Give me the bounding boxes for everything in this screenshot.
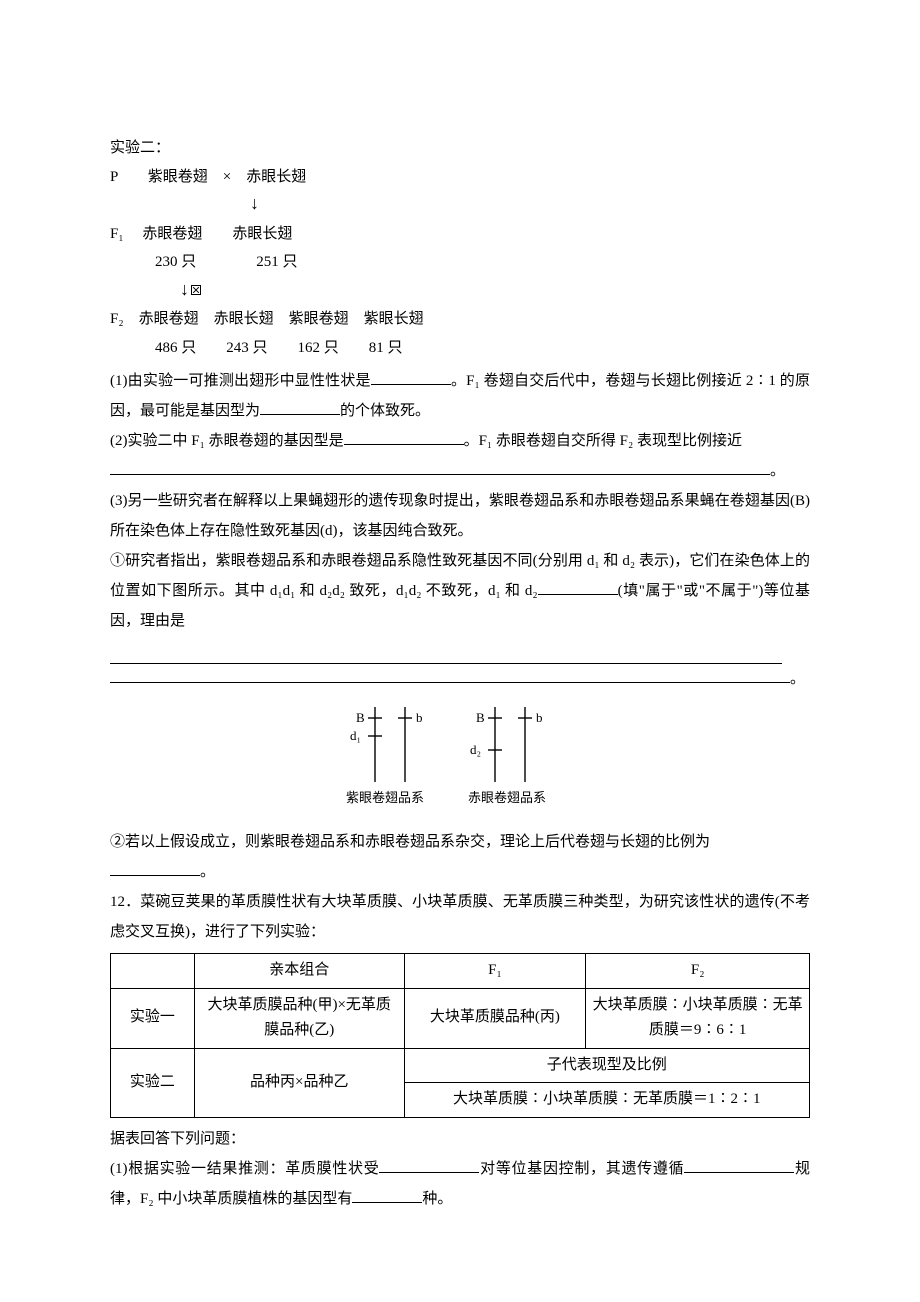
blank xyxy=(371,370,451,385)
question-3-sub2-blank: 。 xyxy=(110,857,810,887)
exp2-p-line: P 紫眼卷翅 × 赤眼长翅 xyxy=(110,163,810,192)
q12-q1a: (1)根据实验一结果推测：革质膜性状受 xyxy=(110,1161,379,1177)
q2-prefix: (2)实验二中 F₁ 赤眼卷翅的基因型是 xyxy=(110,433,344,449)
q12-q1d: 种。 xyxy=(422,1191,452,1207)
self-cross-icon xyxy=(191,285,201,295)
question-12-intro: 12．菜碗豆荚果的革质膜性状有大块革质膜、小块革质膜、无革质膜三种类型，为研究该… xyxy=(110,887,810,947)
q12-after: 据表回答下列问题： xyxy=(110,1124,810,1154)
svg-text:紫眼卷翅品系: 紫眼卷翅品系 xyxy=(346,790,424,805)
row2-parent: 品种丙×品种乙 xyxy=(194,1048,404,1117)
table-row: 亲本组合 F₁ F₂ xyxy=(111,954,810,989)
row2-subvalue: 大块革质膜∶小块革质膜∶无革质膜＝1∶2∶1 xyxy=(404,1083,809,1118)
q1-prefix: (1)由实验一可推测出翅形中显性性状是 xyxy=(110,373,371,389)
q12-q1b: 对等位基因控制，其遗传遵循 xyxy=(479,1161,684,1177)
blank-line xyxy=(110,640,782,664)
blank xyxy=(110,460,770,475)
q2-mid: 。F₁ 赤眼卷翅自交所得 F₂ 表现型比例接近 xyxy=(464,433,742,449)
blank xyxy=(379,1158,479,1173)
table-row: 实验一 大块革质膜品种(甲)×无革质膜品种(乙) 大块革质膜品种(丙) 大块革质… xyxy=(111,988,810,1048)
exp2-f2-line: F₂ 赤眼卷翅 赤眼长翅 紫眼卷翅 紫眼长翅 xyxy=(110,305,810,334)
question-3-intro: (3)另一些研究者在解释以上果蝇翅形的遗传现象时提出，紫眼卷翅品系和赤眼卷翅品系… xyxy=(110,486,810,546)
svg-text:d₁: d₁ xyxy=(350,728,361,743)
question-2-line2: 。 xyxy=(110,456,810,486)
question-2: (2)实验二中 F₁ 赤眼卷翅的基因型是 。F₁ 赤眼卷翅自交所得 F₂ 表现型比… xyxy=(110,426,810,456)
row1-f1: 大块革质膜品种(丙) xyxy=(404,988,586,1048)
blank xyxy=(344,430,464,445)
svg-text:B: B xyxy=(356,710,365,725)
question-3-sub1: ①研究者指出，紫眼卷翅品系和赤眼卷翅品系隐性致死基因不同(分别用 d₁ 和 d₂… xyxy=(110,546,810,636)
col-f2: F₂ xyxy=(586,954,810,989)
question-1: (1)由实验一可推测出翅形中显性性状是。F₁ 卷翅自交后代中，卷翅与长翅比例接近… xyxy=(110,366,810,426)
exp2-f1-line: F₁ 赤眼卷翅 赤眼长翅 xyxy=(110,220,810,249)
svg-text:赤眼卷翅品系: 赤眼卷翅品系 xyxy=(468,790,546,805)
exp2-title: 实验二： xyxy=(110,134,810,163)
arrow-down-icon: ↓ xyxy=(110,194,259,212)
question-3-sub2: ②若以上假设成立，则紫眼卷翅品系和赤眼卷翅品系杂交，理论上后代卷翅与长翅的比例为 xyxy=(110,827,810,857)
row1-label: 实验一 xyxy=(111,988,195,1048)
q2-suffix: 。 xyxy=(770,463,785,479)
svg-text:B: B xyxy=(476,710,485,725)
q3-sub2a: ②若以上假设成立，则紫眼卷翅品系和赤眼卷翅品系杂交，理论上后代卷翅与长翅的比例为 xyxy=(110,834,710,850)
chromosome-svg: B b d₁ B b d₂ 紫眼卷翅品系 赤眼卷翅品系 xyxy=(320,702,600,812)
blank xyxy=(684,1158,794,1173)
experiment-table: 亲本组合 F₁ F₂ 实验一 大块革质膜品种(甲)×无革质膜品种(乙) 大块革质… xyxy=(110,953,810,1118)
row1-parent: 大块革质膜品种(甲)×无革质膜品种(乙) xyxy=(194,988,404,1048)
row2-label: 实验二 xyxy=(111,1048,195,1117)
blank xyxy=(352,1188,422,1203)
experiment-2-diagram: 实验二： P 紫眼卷翅 × 赤眼长翅 ↓ F₁ 赤眼卷翅 赤眼长翅 230 只 … xyxy=(110,134,810,362)
q1-suffix: 的个体致死。 xyxy=(340,403,430,419)
question-3-blank2: 。 xyxy=(110,664,810,694)
blank xyxy=(260,400,340,415)
page: 实验二： P 紫眼卷翅 × 赤眼长翅 ↓ F₁ 赤眼卷翅 赤眼长翅 230 只 … xyxy=(0,0,920,1274)
chromosome-figure: B b d₁ B b d₂ 紫眼卷翅品系 赤眼卷翅品系 xyxy=(110,702,810,823)
blank xyxy=(110,861,200,876)
q3-sub2b: 。 xyxy=(200,864,215,880)
row1-f2: 大块革质膜∶小块革质膜∶无革质膜＝9∶6∶1 xyxy=(586,988,810,1048)
arrow-down-icon: ↓ xyxy=(110,280,189,298)
period: 。 xyxy=(790,671,805,687)
exp2-f2-counts: 486 只 243 只 162 只 81 只 xyxy=(110,334,810,363)
svg-text:b: b xyxy=(536,710,543,725)
col-parent: 亲本组合 xyxy=(194,954,404,989)
row2-subheader: 子代表现型及比例 xyxy=(404,1048,809,1083)
table-row: 实验二 品种丙×品种乙 子代表现型及比例 xyxy=(111,1048,810,1083)
blank xyxy=(110,668,790,683)
svg-text:b: b xyxy=(416,710,423,725)
col-f1: F₁ xyxy=(404,954,586,989)
blank xyxy=(538,580,618,595)
q12-q1: (1)根据实验一结果推测：革质膜性状受对等位基因控制，其遗传遵循规律，F₂ 中小… xyxy=(110,1154,810,1214)
svg-text:d₂: d₂ xyxy=(470,742,481,757)
exp2-f1-counts: 230 只 251 只 xyxy=(110,248,810,277)
